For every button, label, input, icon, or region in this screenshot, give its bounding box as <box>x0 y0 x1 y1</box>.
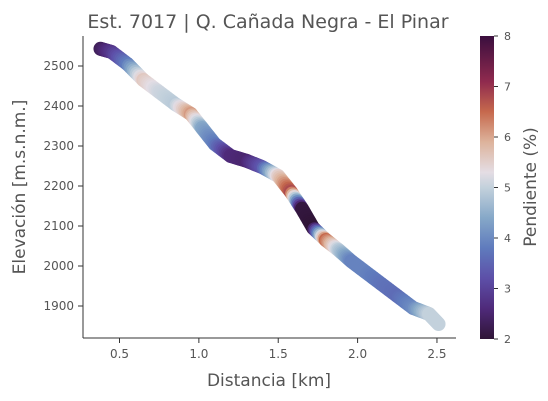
colorbar <box>480 36 494 339</box>
y-axis-label: Elevación [m.s.n.m.] <box>10 100 30 275</box>
x-tick-label: 1.5 <box>269 347 288 361</box>
x-tick-label: 2.0 <box>348 347 367 361</box>
profile-points <box>93 41 446 331</box>
colorbar-tick-label: 8 <box>504 30 511 43</box>
x-tick-label: 0.5 <box>110 347 129 361</box>
y-tick-label: 2300 <box>43 139 74 153</box>
y-tick-label: 1900 <box>43 299 74 313</box>
colorbar-tick-label: 2 <box>504 333 511 346</box>
colorbar-ticks: 2 3 4 5 6 7 8 <box>494 30 511 346</box>
y-tick-label: 2100 <box>43 219 74 233</box>
colorbar-tick-label: 4 <box>504 232 511 245</box>
x-tick-label: 2.5 <box>427 347 446 361</box>
profile-point <box>431 317 446 331</box>
y-tick-label: 2400 <box>43 99 74 113</box>
x-axis-label: Distancia [km] <box>207 371 331 391</box>
y-tick-label: 2000 <box>43 259 74 273</box>
colorbar-label: Pendiente (%) <box>521 127 541 247</box>
x-tick-label: 1.0 <box>189 347 208 361</box>
colorbar-tick-label: 7 <box>504 81 511 94</box>
colorbar-tick-label: 3 <box>504 283 511 296</box>
chart-title: Est. 7017 | Q. Cañada Negra - El Pinar <box>87 11 448 33</box>
y-axis-ticks: 1900 2000 2100 2200 2300 2400 2500 <box>43 59 83 313</box>
y-tick-label: 2500 <box>43 59 74 73</box>
colorbar-tick-label: 5 <box>504 182 511 195</box>
y-tick-label: 2200 <box>43 179 74 193</box>
x-axis-ticks: 0.5 1.0 1.5 2.0 2.5 <box>110 338 447 361</box>
colorbar-tick-label: 6 <box>504 131 511 144</box>
